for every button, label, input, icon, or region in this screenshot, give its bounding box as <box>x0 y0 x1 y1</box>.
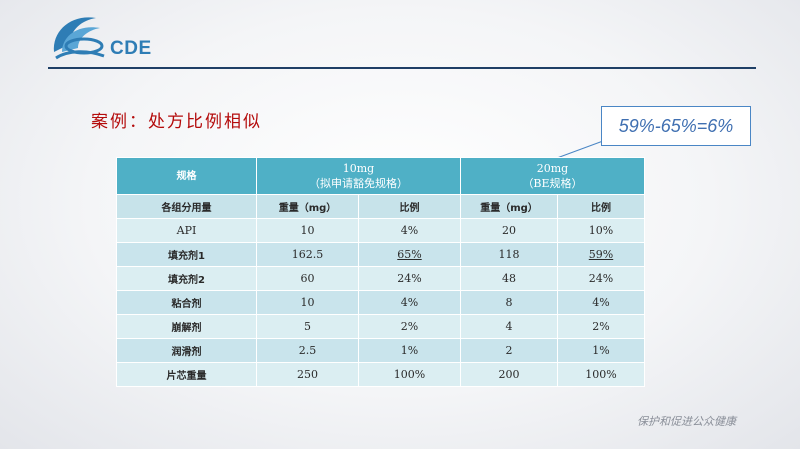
weight-a-header: 重量（mg） <box>256 194 359 219</box>
callout-box: 59%-65%=6% <box>601 106 751 146</box>
group-a-line1: 10mg <box>342 162 375 175</box>
weight-a-cell: 10 <box>256 290 359 315</box>
ratio-b-cell: 4% <box>557 290 645 315</box>
ratio-b-cell: 10% <box>557 218 645 243</box>
formulation-table: 规格 10mg （拟申请豁免规格） 20mg （BE规格） 各组分用量 重量（m… <box>116 157 645 387</box>
table-row: API 10 4% 20 10% <box>116 218 645 243</box>
group-a-header: 10mg （拟申请豁免规格） <box>256 157 461 195</box>
weight-a-cell: 2.5 <box>256 338 359 363</box>
header-rule <box>48 67 756 69</box>
row-label: 粘合剂 <box>116 290 257 315</box>
ratio-a-cell: 65% <box>358 242 461 267</box>
weight-a-cell: 60 <box>256 266 359 291</box>
table-row: 填充剂1 162.5 65% 118 59% <box>116 242 645 267</box>
row-label: 崩解剂 <box>116 314 257 339</box>
ratio-a-cell: 4% <box>358 218 461 243</box>
ratio-a-cell: 4% <box>358 290 461 315</box>
weight-b-cell: 2 <box>460 338 558 363</box>
weight-a-cell: 10 <box>256 218 359 243</box>
row-label: 润滑剂 <box>116 338 257 363</box>
spec-header: 规格 <box>116 157 257 195</box>
cde-emblem-icon <box>53 17 105 60</box>
weight-b-cell: 8 <box>460 290 558 315</box>
group-b-line1: 20mg <box>536 162 569 175</box>
ratio-b-underlined: 59% <box>588 248 614 261</box>
table-row: 粘合剂 10 4% 8 4% <box>116 290 645 315</box>
weight-b-cell: 48 <box>460 266 558 291</box>
weight-a-cell: 5 <box>256 314 359 339</box>
logo-text: CDE <box>110 38 152 59</box>
table-row: 填充剂2 60 24% 48 24% <box>116 266 645 291</box>
row-label: 填充剂2 <box>116 266 257 291</box>
weight-b-cell: 20 <box>460 218 558 243</box>
ratio-b-cell: 100% <box>557 362 645 387</box>
row-label: 填充剂1 <box>116 242 257 267</box>
weight-b-cell: 118 <box>460 242 558 267</box>
weight-b-header: 重量（mg） <box>460 194 558 219</box>
cde-logo: CDE <box>48 8 158 66</box>
weight-b-cell: 200 <box>460 362 558 387</box>
footer-slogan: 保护和促进公众健康 <box>637 415 736 428</box>
ratio-a-cell: 2% <box>358 314 461 339</box>
table-row: 润滑剂 2.5 1% 2 1% <box>116 338 645 363</box>
slide-title: 案例：处方比例相似 <box>91 112 262 132</box>
group-b-line2: （BE规格） <box>522 177 583 190</box>
ratio-b-header: 比例 <box>557 194 645 219</box>
component-header: 各组分用量 <box>116 194 257 219</box>
table-row: 崩解剂 5 2% 4 2% <box>116 314 645 339</box>
group-b-header: 20mg （BE规格） <box>460 157 645 195</box>
ratio-b-cell: 24% <box>557 266 645 291</box>
ratio-b-cell: 1% <box>557 338 645 363</box>
ratio-a-underlined: 65% <box>397 248 422 261</box>
table-row: 片芯重量 250 100% 200 100% <box>116 362 645 387</box>
ratio-a-header: 比例 <box>358 194 461 219</box>
table-header-row: 规格 10mg （拟申请豁免规格） 20mg （BE规格） <box>116 157 645 195</box>
ratio-b-cell: 59% <box>557 242 645 267</box>
ratio-a-cell: 24% <box>358 266 461 291</box>
weight-b-cell: 4 <box>460 314 558 339</box>
ratio-a-cell: 100% <box>358 362 461 387</box>
weight-a-cell: 162.5 <box>256 242 359 267</box>
row-label: 片芯重量 <box>116 362 257 387</box>
ratio-b-cell: 2% <box>557 314 645 339</box>
weight-a-cell: 250 <box>256 362 359 387</box>
row-label: API <box>116 218 257 243</box>
table-subheader-row: 各组分用量 重量（mg） 比例 重量（mg） 比例 <box>116 194 645 219</box>
ratio-a-cell: 1% <box>358 338 461 363</box>
group-a-line2: （拟申请豁免规格） <box>309 177 408 190</box>
